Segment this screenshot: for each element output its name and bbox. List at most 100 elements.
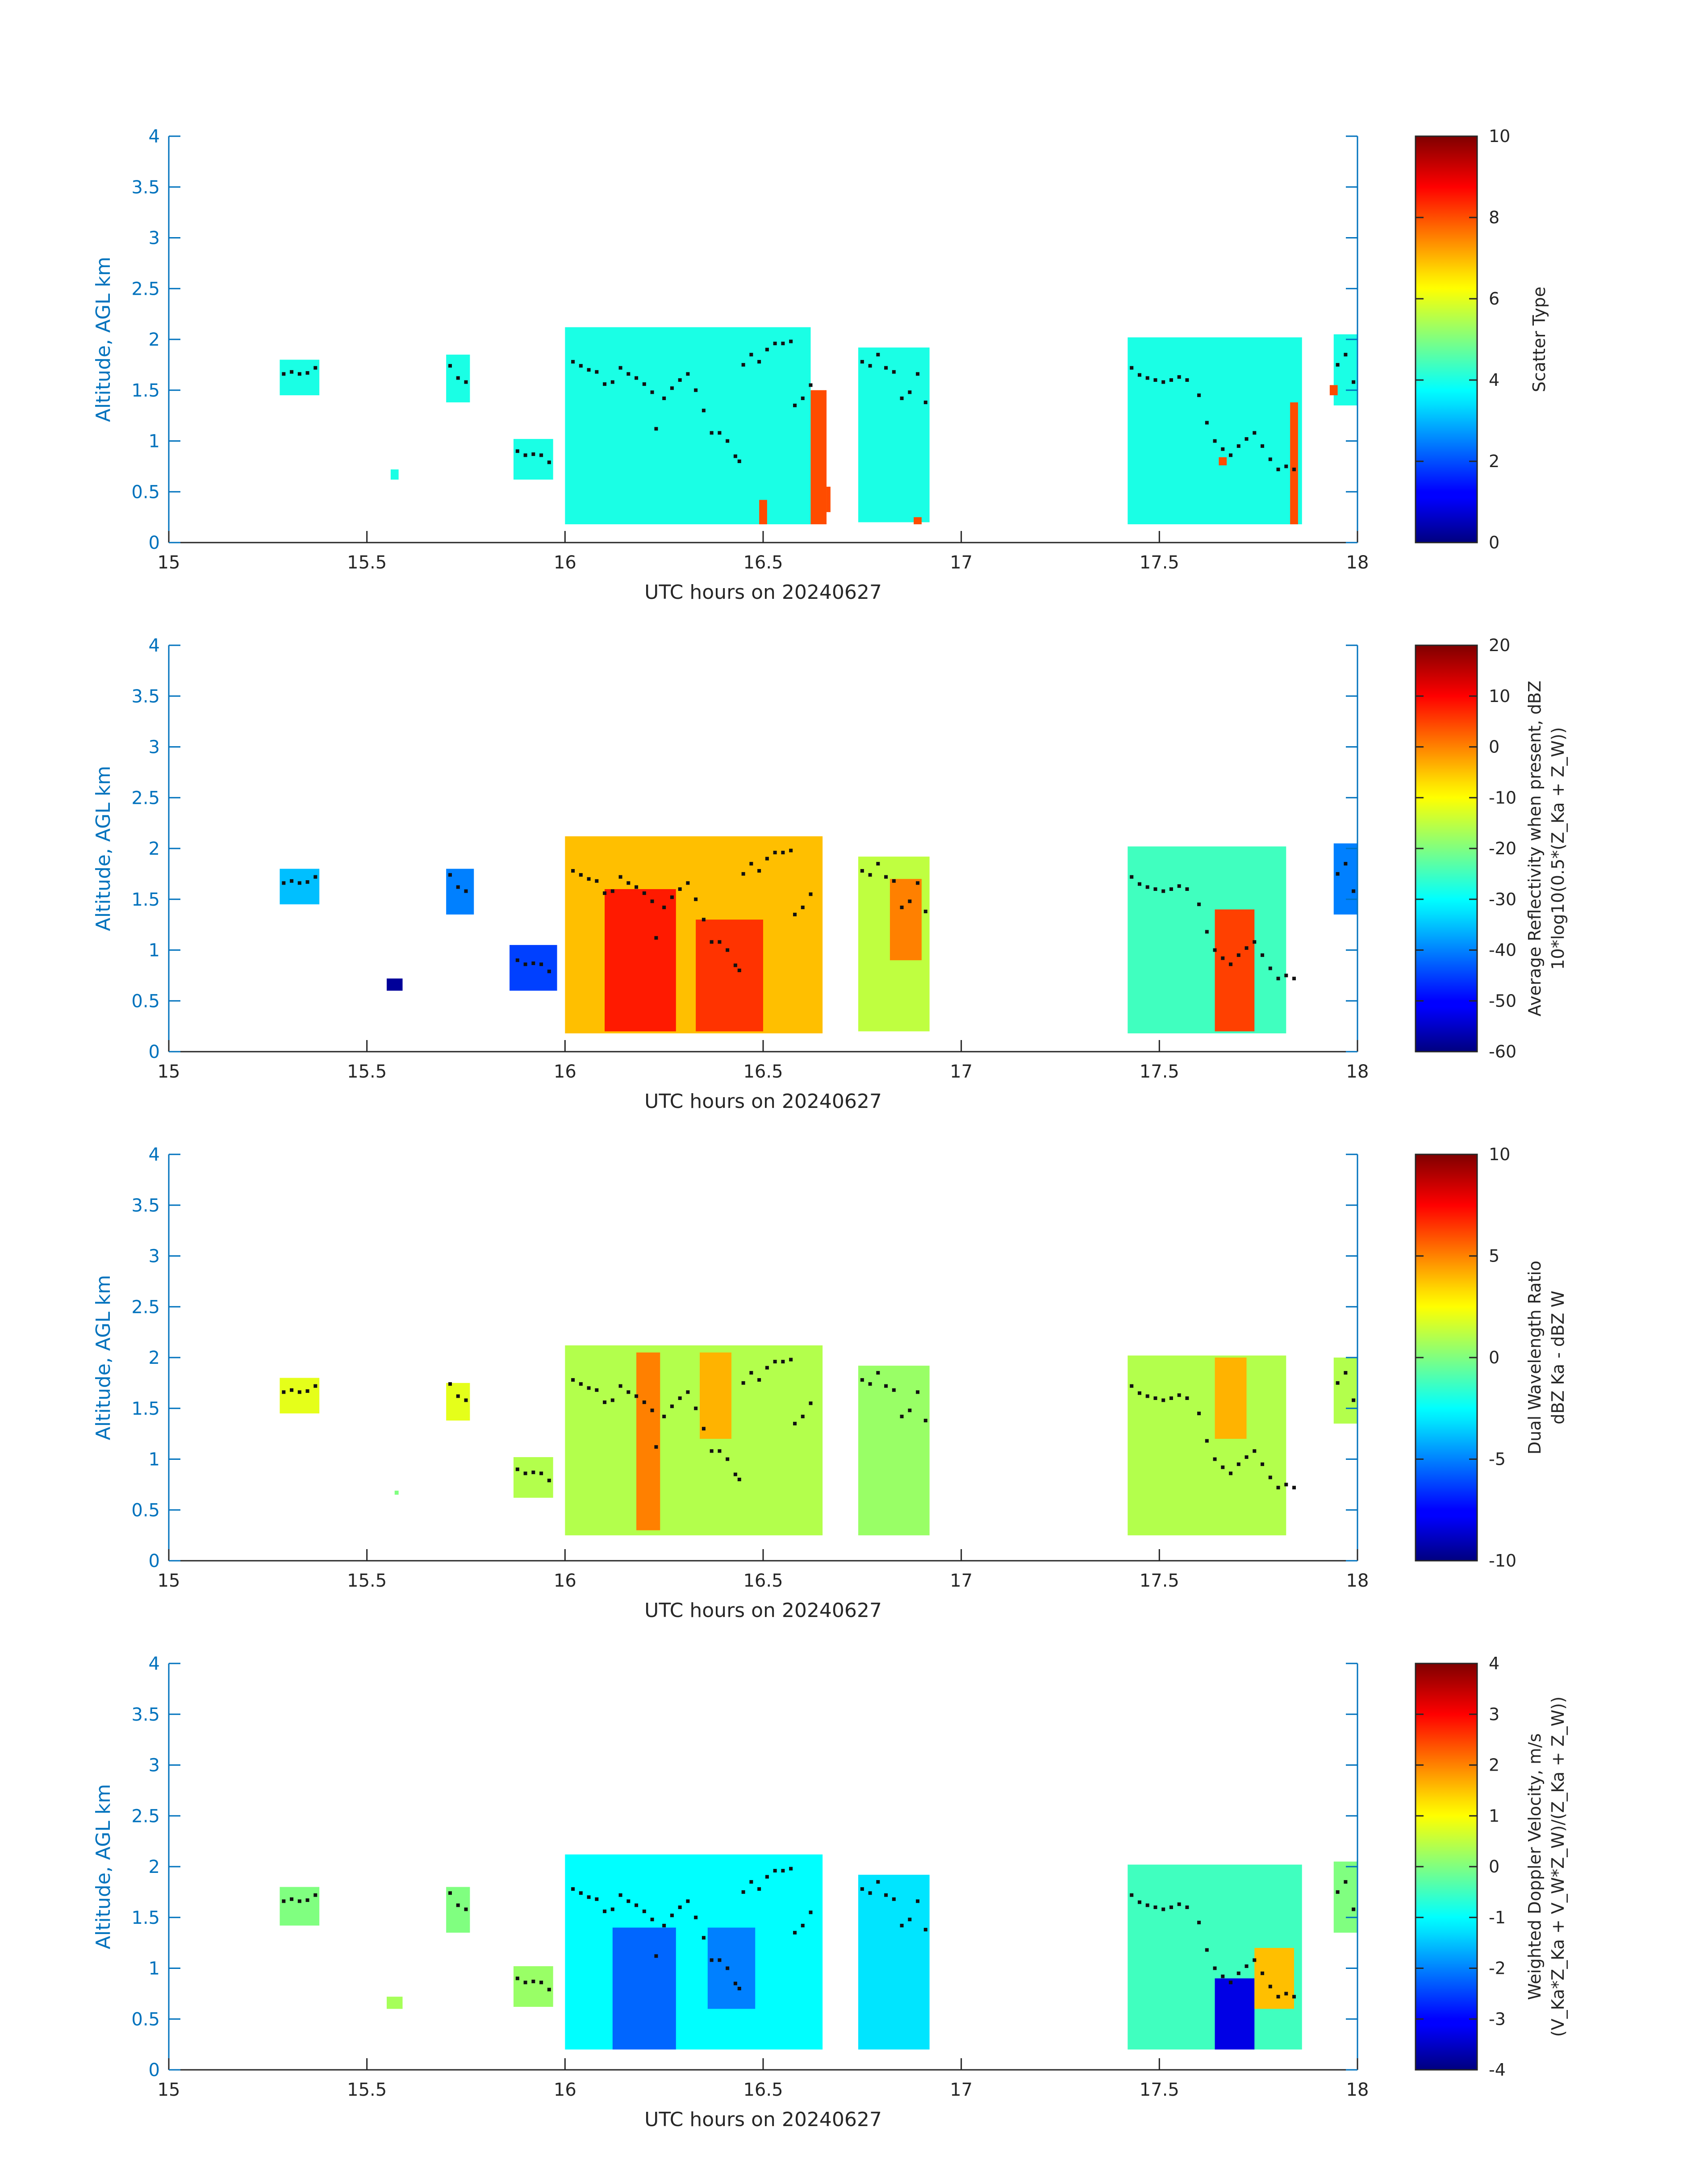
overlay-point [916, 1390, 920, 1394]
overlay-point [1284, 1992, 1288, 1996]
data-cell [565, 327, 811, 525]
overlay-point [1130, 875, 1134, 879]
y-tick-label: 3 [149, 1246, 160, 1267]
overlay-point [464, 1907, 468, 1911]
x-tick-label: 16 [554, 552, 576, 573]
y-tick-label: 1.5 [131, 890, 160, 910]
overlay-point [1229, 453, 1233, 457]
overlay-point [801, 1923, 805, 1927]
overlay-point [547, 460, 551, 464]
overlay-point [297, 1899, 301, 1903]
colorbar-label: Scatter Type [1529, 287, 1549, 392]
y-tick-label: 2.5 [131, 788, 160, 808]
overlay-point [305, 1389, 309, 1393]
data-cell [1128, 1355, 1286, 1536]
overlay-point [686, 1390, 690, 1394]
y-tick-label: 2.5 [131, 279, 160, 299]
overlay-point [539, 1981, 543, 1985]
panel-2: 15 15.5 16 16.5 17 17.5 18 0 0.5 1 1.5 2 2.5 3 3.5 4 UTC… [92, 635, 1568, 1113]
overlay-point [781, 1360, 785, 1364]
y-tick-label: 4 [149, 126, 160, 147]
overlay-point [539, 453, 543, 457]
overlay-point [587, 1386, 591, 1390]
overlay-point [1336, 1381, 1340, 1385]
data-cell [280, 359, 320, 396]
colorbar-tick-label: -30 [1489, 890, 1516, 909]
overlay-point [456, 1903, 460, 1907]
overlay-point [1177, 884, 1181, 888]
overlay-point [654, 936, 658, 940]
colorbar-tick-label: -20 [1489, 839, 1516, 858]
overlay-point [757, 1887, 761, 1891]
overlay-point [662, 396, 666, 400]
overlay-point [1276, 1995, 1280, 1999]
overlay-point [923, 1419, 927, 1423]
overlay-point [515, 1976, 519, 1981]
overlay-point [678, 1396, 682, 1400]
overlay-point [1161, 1907, 1165, 1911]
data-cell [513, 439, 553, 480]
overlay-point [595, 879, 599, 883]
overlay-point [1292, 1995, 1296, 1999]
x-tick-label: 16 [554, 1571, 576, 1591]
data-cell [565, 836, 823, 1034]
overlay-point [1185, 1396, 1189, 1400]
x-tick-label: 16.5 [743, 2080, 783, 2100]
overlay-point [702, 918, 706, 922]
overlay-point [678, 378, 682, 382]
x-axis-label: UTC hours on 20240627 [644, 1090, 882, 1113]
data-cell [858, 347, 930, 522]
overlay-point [1268, 966, 1272, 970]
x-tick-label: 17 [950, 1571, 973, 1591]
x-tick-label: 16.5 [743, 1571, 783, 1591]
panel-1: 15 15.5 16 16.5 17 17.5 18 0 0.5 1 1.5 2 2.5 3 3.5 4 UTC… [92, 126, 1549, 604]
data-cell [280, 1378, 320, 1414]
overlay-point [900, 396, 904, 400]
overlay-point [670, 386, 674, 390]
overlay-point [654, 1445, 658, 1449]
overlay-point [547, 1988, 551, 1992]
y-axis-label: Altitude, AGL km [92, 766, 115, 931]
x-tick-label: 15 [158, 1571, 180, 1591]
colorbar-label: dBZ Ka - dBZ W [1548, 1291, 1568, 1425]
y-tick-label: 0 [149, 533, 160, 553]
overlay-point [884, 875, 888, 879]
overlay-point [587, 877, 591, 881]
overlay-point [801, 905, 805, 909]
overlay-point [515, 958, 519, 962]
overlay-point [603, 1400, 607, 1404]
data-cell [387, 1997, 403, 2009]
overlay-point [1197, 1921, 1201, 1925]
y-tick-label: 2 [149, 1857, 160, 1877]
y-tick-label: 0 [149, 1551, 160, 1571]
overlay-point [1185, 887, 1189, 891]
overlay-point [694, 388, 698, 392]
y-tick-label: 2.5 [131, 1297, 160, 1317]
x-tick-label: 18 [1346, 1571, 1369, 1591]
colorbar [1415, 1663, 1478, 2071]
overlay-point [654, 1954, 658, 1958]
x-tick-label: 18 [1346, 1061, 1369, 1082]
overlay-point [1268, 1985, 1272, 1989]
overlay-point [579, 1382, 583, 1386]
overlay-point [789, 1358, 793, 1362]
overlay-point [737, 969, 741, 972]
overlay-point [610, 1398, 614, 1402]
colorbar-label: Weighted Doppler Velocity, m/s [1525, 1733, 1545, 2000]
y-tick-label: 1.5 [131, 1399, 160, 1419]
colorbar-tick-label: 0 [1489, 1348, 1499, 1367]
y-axis-label: Altitude, AGL km [92, 257, 115, 422]
overlay-point [610, 380, 614, 384]
overlay-point [282, 1899, 286, 1903]
overlay-point [464, 889, 468, 893]
overlay-point [678, 1905, 682, 1909]
overlay-point [1137, 882, 1141, 886]
overlay-point [686, 881, 690, 885]
overlay-point [781, 1869, 785, 1873]
overlay-point [1137, 1900, 1141, 1904]
data-cell [1329, 385, 1338, 396]
overlay-point [662, 905, 666, 909]
overlay-point [587, 368, 591, 372]
overlay-point [923, 1928, 927, 1932]
